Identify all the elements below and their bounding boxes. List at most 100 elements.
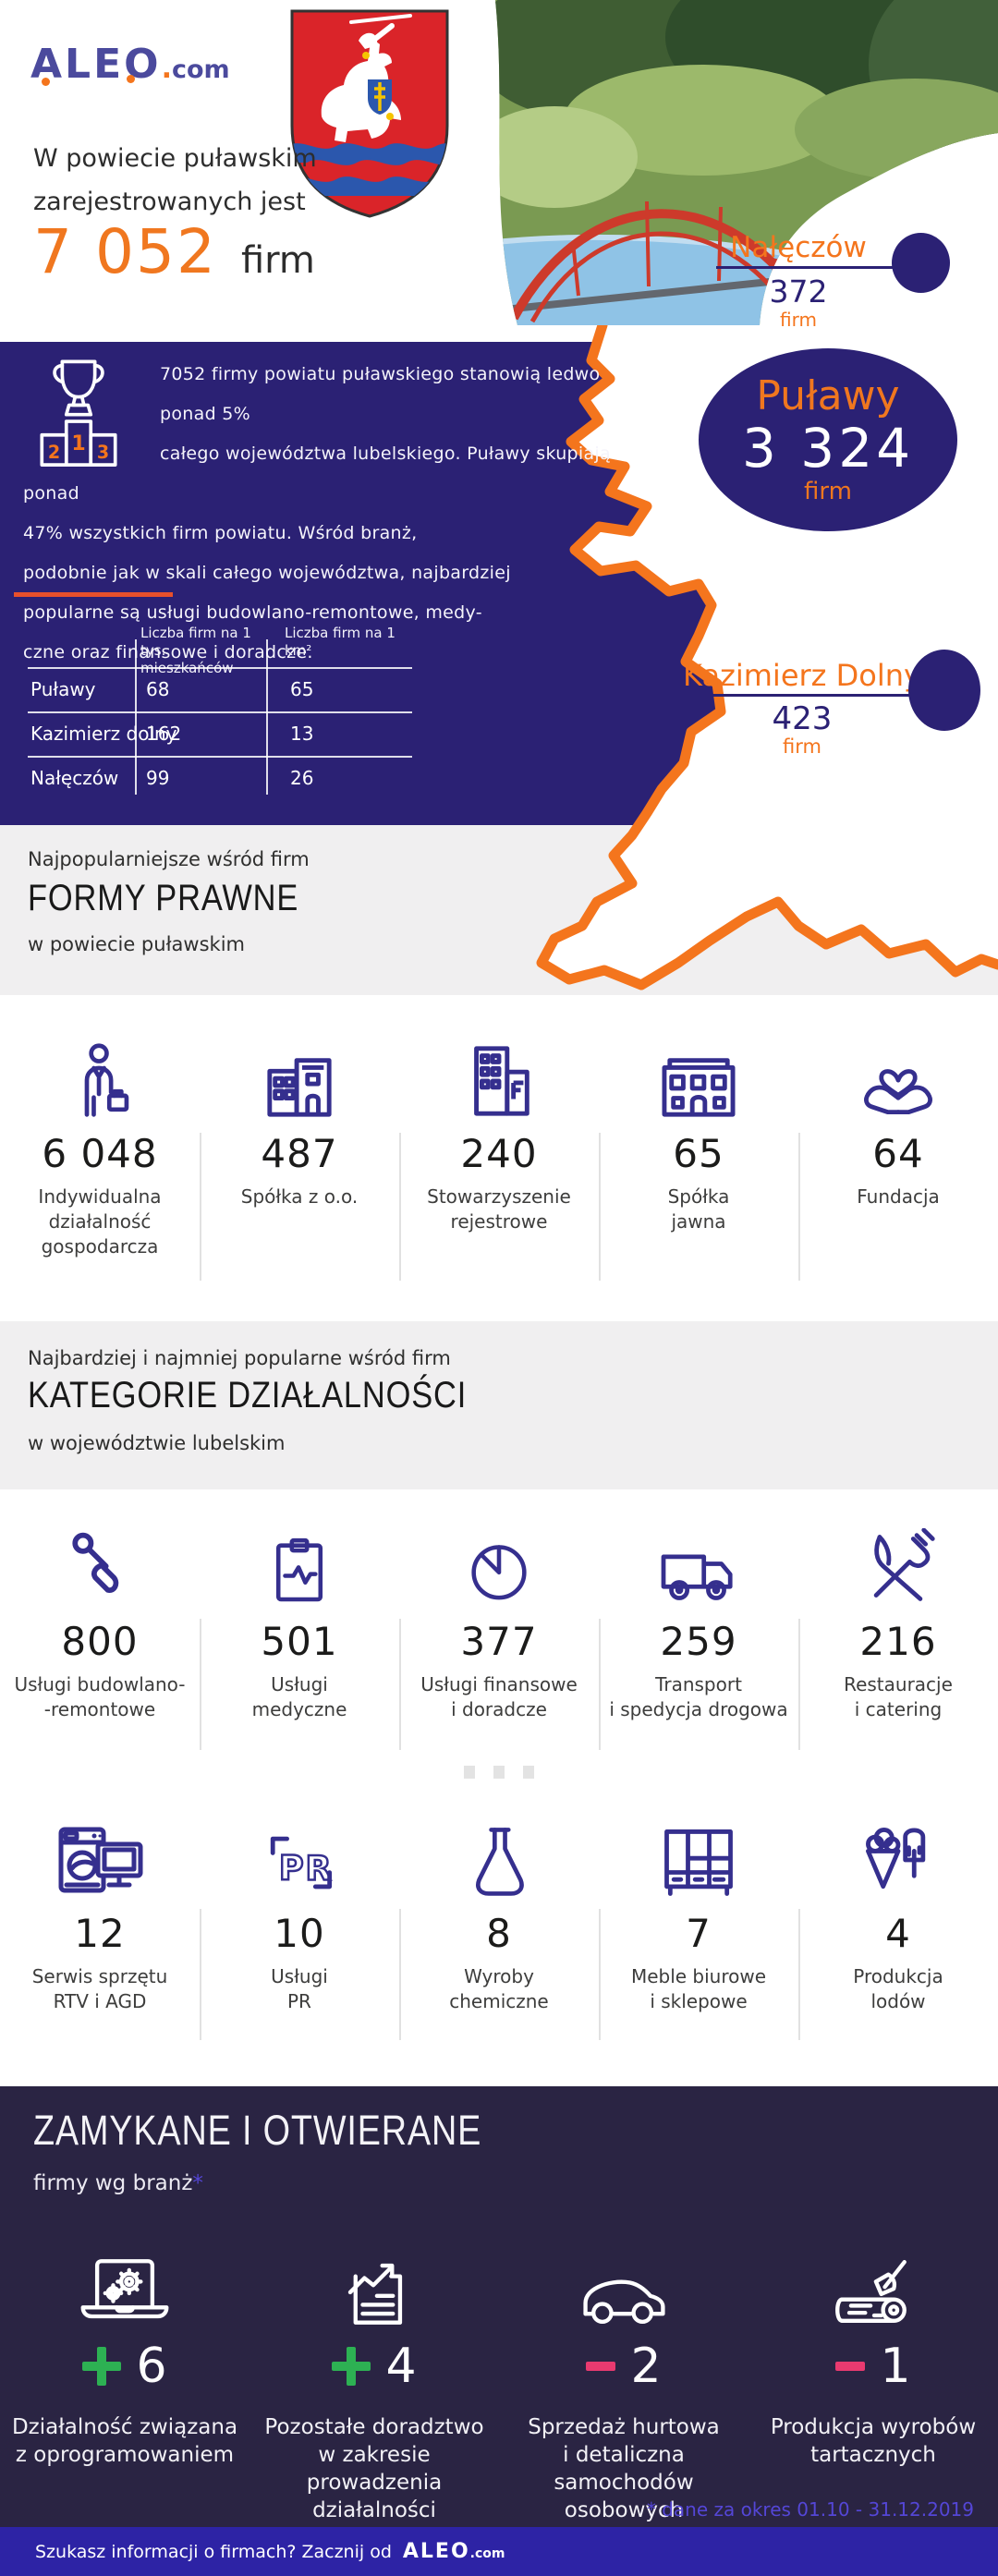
truck-icon — [656, 1523, 741, 1608]
churn-subtitle-asterisk: * — [192, 2171, 203, 2195]
person-icon — [61, 1037, 139, 1120]
partnership-building-icon — [654, 1037, 743, 1120]
stat-value: 10 — [274, 1911, 325, 1956]
column-separator — [798, 1909, 800, 2040]
churn-title: ZAMYKANE I OTWIERANE — [33, 2107, 482, 2154]
flask-icon — [460, 1813, 538, 1900]
stat-label: Fundacja — [857, 1185, 940, 1209]
churn-label: Działalność związana z oprogramowaniem — [11, 2415, 238, 2467]
category-item: PR 10 Usługi PR — [200, 1813, 399, 2014]
churn-label: Produkcja wyrobów tartacznych — [770, 2415, 977, 2467]
stat-value: 216 — [859, 1619, 937, 1664]
table-row-line — [28, 667, 412, 669]
naleczow-label: Nałęczów — [730, 231, 867, 264]
data-period-note: * dane za okres 01.10 - 31.12.2019 — [646, 2498, 974, 2521]
table-cell: 13 — [290, 723, 314, 745]
total-firms-unit: firm — [240, 239, 315, 282]
table-row-line — [28, 711, 412, 713]
table-column-line — [266, 639, 268, 795]
category-item: 216 Restauracje i catering — [798, 1523, 998, 1722]
legal-form-item: 65 Spółka jawna — [599, 1037, 798, 1259]
trophy-podium-icon: 1 2 3 — [23, 355, 160, 474]
minus-icon — [586, 2362, 616, 2371]
density-table: Liczba firm na 1 tys. mieszkańców Liczba… — [28, 625, 414, 802]
kazimierz-pointer-line — [543, 694, 910, 697]
svg-text:3: 3 — [97, 442, 109, 463]
plus-icon — [332, 2347, 371, 2386]
furniture-icon — [656, 1813, 741, 1900]
stat-label: Spółka z o.o. — [240, 1185, 359, 1209]
categories-subtitle: w województwie lubelskim — [28, 1432, 286, 1454]
stat-label: Serwis sprzętu RTV i AGD — [31, 1965, 168, 2013]
churn-item: 6 Działalność związana z oprogramowaniem — [0, 2249, 250, 2576]
car-icon — [575, 2249, 673, 2330]
column-separator — [399, 1133, 401, 1281]
column-separator — [599, 1619, 601, 1750]
churn-subtitle: firmy wg branż* — [33, 2171, 203, 2195]
churn-label: Sprzedaż hurtowa i detaliczna samochodów… — [528, 2415, 720, 2522]
kazimierz-map-dot — [908, 650, 980, 731]
hands-heart-icon — [856, 1037, 941, 1120]
stat-value: 377 — [460, 1619, 538, 1664]
table-header-per-km2: Liczba firm na 1 km² — [285, 625, 396, 659]
stat-value: 12 — [74, 1911, 126, 1956]
stat-value: 800 — [61, 1619, 139, 1664]
aleo-logo-tld: com — [171, 55, 230, 84]
naleczow-pointer-line — [716, 266, 895, 269]
kazimierz-label: Kazimierz Dolny — [683, 658, 921, 693]
dot — [523, 1766, 534, 1779]
stat-label: Transport i spedycja drogowa — [609, 1673, 788, 1721]
log-axe-icon — [824, 2249, 922, 2330]
column-separator — [200, 1133, 201, 1281]
churn-delta-value: 6 — [136, 2339, 167, 2394]
category-item: 259 Transport i spedycja drogowa — [599, 1523, 798, 1722]
legal-forms-row: 6 048 Indywidualna działalność gospodarc… — [0, 1037, 998, 1259]
stat-value: 240 — [460, 1131, 538, 1176]
categories-eyebrow: Najbardziej i najmniej popularne wśród f… — [28, 1347, 451, 1369]
pulawy-value: 3 324 — [741, 417, 915, 480]
column-separator — [399, 1619, 401, 1750]
legal-forms-subtitle: w powiecie puławskim — [28, 933, 245, 955]
churn-row: 6 Działalność związana z oprogramowaniem… — [0, 2249, 998, 2576]
churn-delta: 2 — [586, 2339, 662, 2393]
hero-intro-text: W powiecie puławskim zarejestrowanych je… — [33, 144, 317, 216]
pulawy-map-bubble: Puławy 3 324 firm — [699, 348, 957, 531]
footer-bar: Szukasz informacji o firmach? Zacznij od… — [0, 2527, 998, 2576]
legal-form-item: 240 Stowarzyszenie rejestrowe — [399, 1037, 599, 1259]
column-separator — [798, 1133, 800, 1281]
aleo-logo: ALEO.com — [30, 41, 230, 96]
stat-label: Usługi medyczne — [251, 1673, 347, 1721]
svg-text:1: 1 — [71, 432, 85, 456]
column-separator — [599, 1909, 601, 2040]
category-item: 800 Usługi budowlano- -remontowe — [0, 1523, 200, 1722]
aleo-logo-dot: . — [161, 53, 172, 85]
legal-forms-eyebrow: Najpopularniejsze wśród firm — [28, 848, 310, 870]
dot — [493, 1766, 505, 1779]
dot — [464, 1766, 475, 1779]
table-cell: 26 — [290, 767, 314, 789]
logo-accent-dot — [127, 75, 135, 83]
appliances-icon — [54, 1813, 146, 1900]
svg-text:2: 2 — [48, 442, 60, 463]
table-header-per-1k: Liczba firm na 1 tys. mieszkańców — [140, 625, 251, 676]
stat-label: Produkcja lodów — [853, 1965, 943, 2013]
footer-aleo-logo: ALEO.com — [402, 2540, 505, 2563]
stat-value: 65 — [673, 1131, 724, 1176]
stat-label: Stowarzyszenie rejestrowe — [427, 1185, 571, 1233]
stat-value: 6 048 — [42, 1131, 158, 1176]
kazimierz-value: 423 — [772, 700, 833, 737]
table-cell: 68 — [146, 678, 170, 700]
legal-form-item: 487 Spółka z o.o. — [200, 1037, 399, 1259]
plus-icon — [82, 2347, 122, 2386]
stat-value: 64 — [872, 1131, 924, 1176]
column-separator — [200, 1909, 201, 2040]
table-cell: 162 — [146, 723, 182, 745]
table-cell: 99 — [146, 767, 170, 789]
more-items-dots — [0, 1766, 998, 1779]
churn-delta: 1 — [835, 2339, 911, 2393]
svg-text:PR: PR — [279, 1848, 334, 1888]
churn-delta-value: 4 — [385, 2339, 417, 2394]
summary-paragraph: 7052 firmy powiatu puławskiego stanowią … — [23, 364, 611, 662]
table-row-name: Kazimierz dolny — [30, 723, 177, 745]
report-growth-icon — [325, 2249, 423, 2330]
